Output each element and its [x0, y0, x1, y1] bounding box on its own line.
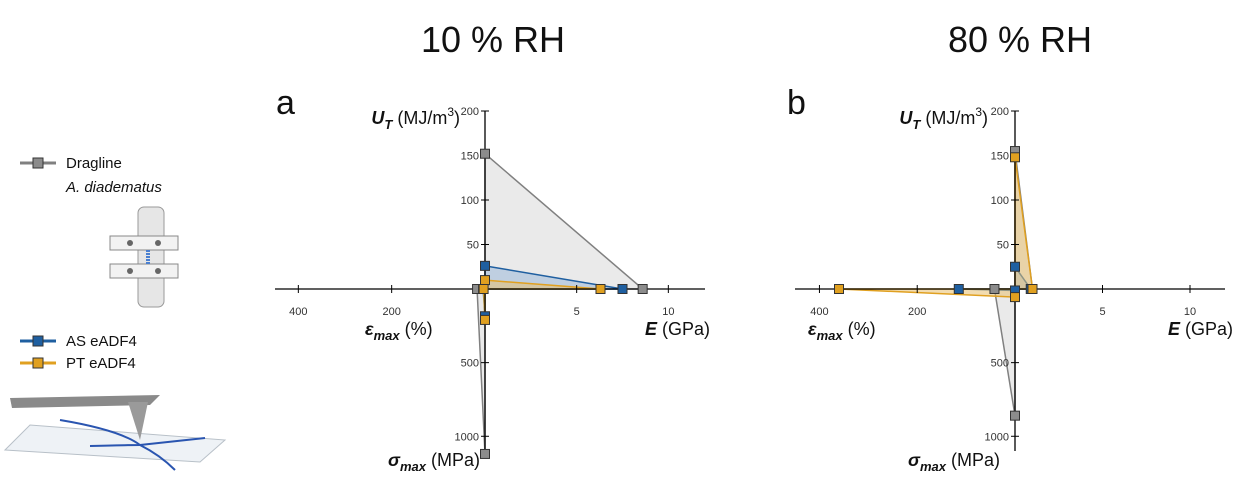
marker	[1027, 284, 1038, 294]
axis-symbol: ε	[808, 319, 817, 339]
axis-unit: )	[982, 108, 988, 128]
axis-label: εmax (%)	[808, 319, 876, 343]
fiber-icon	[109, 206, 179, 308]
axis-unit-sup: 3	[447, 105, 454, 119]
legend-marker	[32, 335, 44, 347]
axis-symbol: ε	[365, 319, 374, 339]
axis-label: εmax (%)	[365, 319, 433, 343]
marker	[1010, 410, 1020, 421]
tick-label: 500	[991, 358, 1009, 370]
axis-symbol: E	[1168, 319, 1181, 339]
tick-label: 5	[574, 306, 580, 318]
legend-label: PT eADF4	[66, 355, 136, 372]
marker	[480, 448, 490, 459]
axis-symbol: E	[645, 319, 658, 339]
tick-label: 1000	[985, 431, 1009, 443]
axis-label: σmax (MPa)	[388, 450, 480, 474]
axis-symbol: U	[371, 108, 385, 128]
tick-label: 400	[289, 306, 307, 318]
axis-unit-sup: 3	[975, 105, 982, 119]
marker	[1010, 261, 1020, 272]
tick-label: 10	[1184, 306, 1196, 318]
tick-label: 500	[461, 358, 479, 370]
tick-label: 1000	[455, 431, 479, 443]
tick-label: 10	[662, 306, 674, 318]
marker	[480, 260, 490, 271]
axis-subscript: T	[912, 117, 921, 132]
axis-unit: (%)	[848, 319, 876, 339]
axis-unit: (MJ/m	[925, 108, 975, 128]
axis-unit: (%)	[405, 319, 433, 339]
marker	[480, 314, 490, 325]
tick-label: 150	[991, 151, 1009, 163]
legend-marker	[32, 357, 44, 369]
axis-subscript: max	[817, 328, 844, 343]
axis-unit: (GPa)	[1185, 319, 1233, 339]
marker	[480, 275, 490, 286]
axis-label: E (GPa)	[645, 319, 710, 339]
axis-label: UT (MJ/m3)	[371, 105, 460, 132]
axis-label: UT (MJ/m3)	[899, 105, 988, 132]
axis-subscript: max	[374, 328, 401, 343]
tick-label: 5	[1099, 306, 1105, 318]
marker	[595, 284, 606, 294]
axis-subscript: max	[400, 459, 427, 474]
marker	[1010, 292, 1020, 303]
marker	[478, 284, 489, 294]
tick-label: 50	[467, 240, 479, 252]
tick-label: 200	[991, 106, 1009, 118]
marker	[834, 284, 844, 294]
tick-label: 200	[908, 306, 926, 318]
panel-label: b	[787, 84, 806, 122]
tick-label: 50	[997, 240, 1009, 252]
legend-label: AS eADF4	[66, 333, 137, 350]
axis-symbol: σ	[908, 450, 921, 470]
legend-marker	[32, 157, 44, 169]
marker	[989, 284, 1000, 294]
header: 10 % RH	[421, 19, 565, 60]
series-area	[476, 152, 645, 454]
marker	[637, 284, 648, 294]
panel-label: a	[276, 84, 295, 122]
tick-label: 400	[810, 306, 828, 318]
tick-label: 150	[461, 151, 479, 163]
axis-label: E (GPa)	[1168, 319, 1233, 339]
axis-unit: (MJ/m	[397, 108, 447, 128]
axis-symbol: U	[899, 108, 913, 128]
axis-label: σmax (MPa)	[908, 450, 1000, 474]
axis-subscript: max	[920, 459, 947, 474]
series-area	[838, 157, 1034, 298]
tick-label: 200	[382, 306, 400, 318]
legend-note: A. diadematus	[65, 179, 162, 196]
tick-label: 100	[461, 195, 479, 207]
axis-unit: )	[454, 108, 460, 128]
axis-unit: (MPa)	[951, 450, 1000, 470]
axis-symbol: σ	[388, 450, 401, 470]
axis-subscript: T	[384, 117, 393, 132]
marker	[617, 284, 628, 294]
marker	[953, 284, 964, 294]
afm-icon	[3, 395, 227, 471]
marker	[1010, 152, 1020, 163]
axis-unit: (GPa)	[662, 319, 710, 339]
header: 80 % RH	[948, 19, 1092, 60]
legend-label: Dragline	[66, 155, 122, 172]
tick-label: 100	[991, 195, 1009, 207]
tick-label: 200	[461, 106, 479, 118]
axis-unit: (MPa)	[431, 450, 480, 470]
marker	[480, 148, 490, 159]
